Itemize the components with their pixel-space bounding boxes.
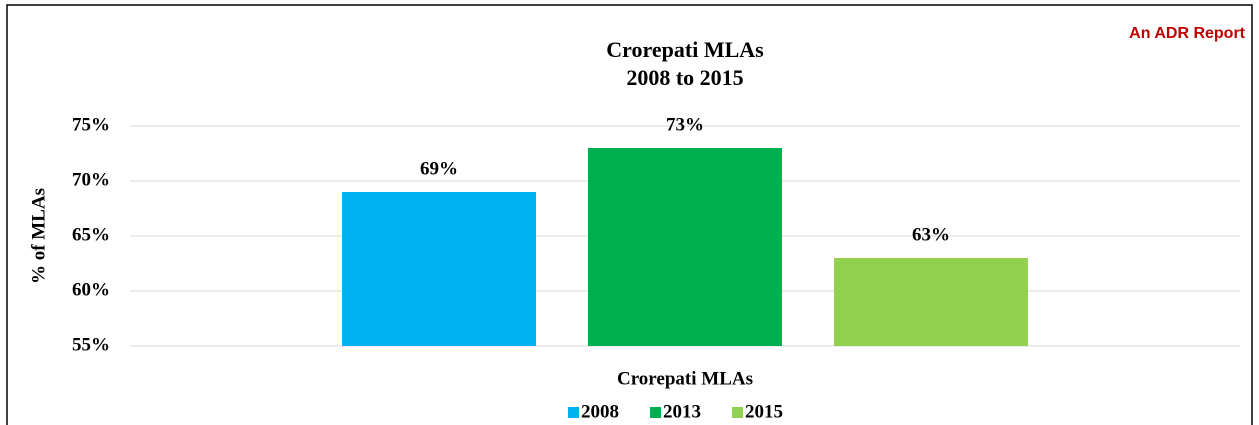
legend-label: 2013	[663, 401, 701, 422]
y-tick-label: 65%	[72, 224, 110, 245]
chart-title: Crorepati MLAs	[606, 37, 764, 62]
y-tick-label: 75%	[72, 114, 110, 135]
chart-subtitle: 2008 to 2015	[626, 65, 743, 90]
legend-swatch	[568, 407, 579, 418]
y-axis-label: % of MLAs	[28, 188, 49, 284]
y-tick-label: 70%	[72, 169, 110, 190]
data-label: 73%	[666, 114, 704, 135]
bar	[834, 258, 1028, 346]
bar	[342, 192, 536, 346]
legend-label: 2015	[745, 401, 783, 422]
y-tick-label: 60%	[72, 279, 110, 300]
legend-swatch	[650, 407, 661, 418]
chart-frame	[6, 4, 1253, 425]
data-label: 69%	[420, 158, 458, 179]
annotation: An ADR Report	[1129, 25, 1246, 42]
y-tick-label: 55%	[72, 334, 110, 355]
legend-label: 2008	[581, 401, 619, 422]
bar	[588, 148, 782, 346]
legend-swatch	[732, 407, 743, 418]
x-tick-label: Crorepati MLAs	[617, 368, 753, 389]
data-label: 63%	[912, 224, 950, 245]
